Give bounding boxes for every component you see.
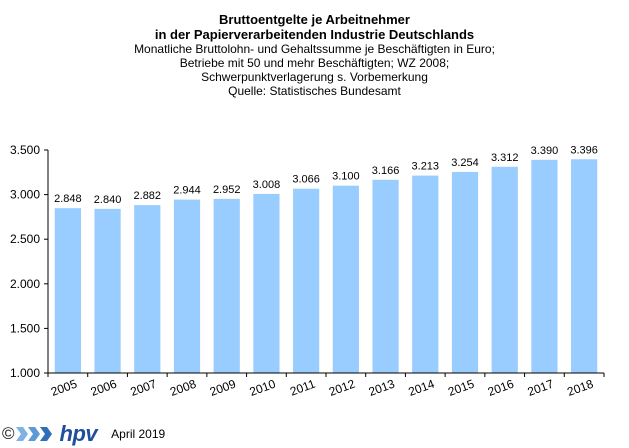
y-tick-label-2500: 2.500 — [10, 232, 40, 246]
y-tick-label-1000: 1.000 — [10, 366, 40, 380]
bar-2006 — [94, 208, 121, 373]
x-tick-label-2006: 2006 — [89, 377, 119, 399]
bar-2014 — [412, 175, 439, 373]
x-tick-label-2009: 2009 — [208, 377, 238, 399]
x-tick-label-2010: 2010 — [248, 377, 278, 399]
hpv-logo-text: hpv — [59, 421, 98, 446]
bar-2010 — [253, 193, 280, 373]
bar-2011 — [293, 188, 320, 373]
chart-subtitle-line-3: Schwerpunktverlagerung s. Vorbemerkung — [201, 70, 428, 84]
x-tick-label-2014: 2014 — [406, 377, 436, 399]
y-tick-label-3500: 3.500 — [10, 143, 40, 157]
data-label-2014: 3.213 — [412, 161, 440, 173]
bar-2005 — [54, 208, 81, 373]
x-tick-label-2013: 2013 — [367, 377, 397, 399]
data-label-2016: 3.312 — [491, 152, 519, 164]
bar-2017 — [531, 159, 558, 373]
chart-titles: Bruttoentgelte je Arbeitnehmer in der Pa… — [0, 12, 629, 98]
data-label-2010: 3.008 — [253, 179, 281, 191]
publication-date: April 2019 — [111, 427, 166, 441]
data-label-2011: 3.066 — [292, 174, 320, 186]
x-tick-label-2016: 2016 — [486, 377, 516, 399]
data-label-2007: 2.882 — [134, 190, 162, 202]
copyright-symbol: © — [2, 424, 15, 443]
chart-subtitle-line-2: Betriebe mit 50 und mehr Beschäftigten; … — [179, 56, 450, 70]
bar-2016 — [491, 166, 518, 373]
bar-2007 — [134, 205, 161, 373]
x-tick-label-2008: 2008 — [168, 377, 198, 399]
y-tick-label-3000: 3.000 — [10, 188, 40, 202]
bar-2015 — [451, 171, 479, 373]
x-tick-label-2012: 2012 — [327, 377, 357, 399]
y-tick-label-1500: 1.500 — [10, 321, 40, 335]
data-label-2008: 2.944 — [173, 185, 201, 197]
x-tick-label-2015: 2015 — [446, 377, 476, 399]
bar-2018 — [571, 159, 598, 373]
x-tick-label-2017: 2017 — [526, 377, 556, 399]
x-tick-label-2011: 2011 — [288, 377, 317, 399]
data-label-2006: 2.840 — [94, 194, 122, 206]
bar-2013 — [372, 179, 399, 373]
data-label-2009: 2.952 — [213, 184, 241, 196]
bar-2012 — [332, 185, 359, 373]
x-tick-label-2005: 2005 — [49, 377, 79, 399]
x-tick-label-2018: 2018 — [565, 377, 595, 399]
chart-subtitle-line-4: Quelle: Statistisches Bundesamt — [228, 84, 401, 98]
data-label-2005: 2.848 — [54, 193, 82, 205]
x-tick-label-2007: 2007 — [128, 377, 158, 399]
y-tick-label-2000: 2.000 — [10, 277, 40, 291]
chart-title-line-2: in der Papierverarbeitenden Industrie De… — [154, 27, 475, 42]
data-label-2017: 3.390 — [531, 145, 559, 157]
chart-title-line-1: Bruttoentgelte je Arbeitnehmer — [219, 12, 410, 27]
bar-2008 — [173, 199, 201, 373]
data-label-2015: 3.254 — [451, 157, 479, 169]
data-label-2013: 3.166 — [372, 165, 400, 177]
data-label-2018: 3.396 — [570, 144, 598, 156]
data-label-2012: 3.100 — [332, 171, 360, 183]
footer: © hpv April 2019 — [2, 423, 165, 445]
bar-2009 — [213, 198, 240, 373]
hpv-arrows-logo-icon — [15, 427, 52, 441]
chart-subtitle-line-1: Monatliche Bruttolohn- und Gehaltssumme … — [134, 42, 495, 56]
